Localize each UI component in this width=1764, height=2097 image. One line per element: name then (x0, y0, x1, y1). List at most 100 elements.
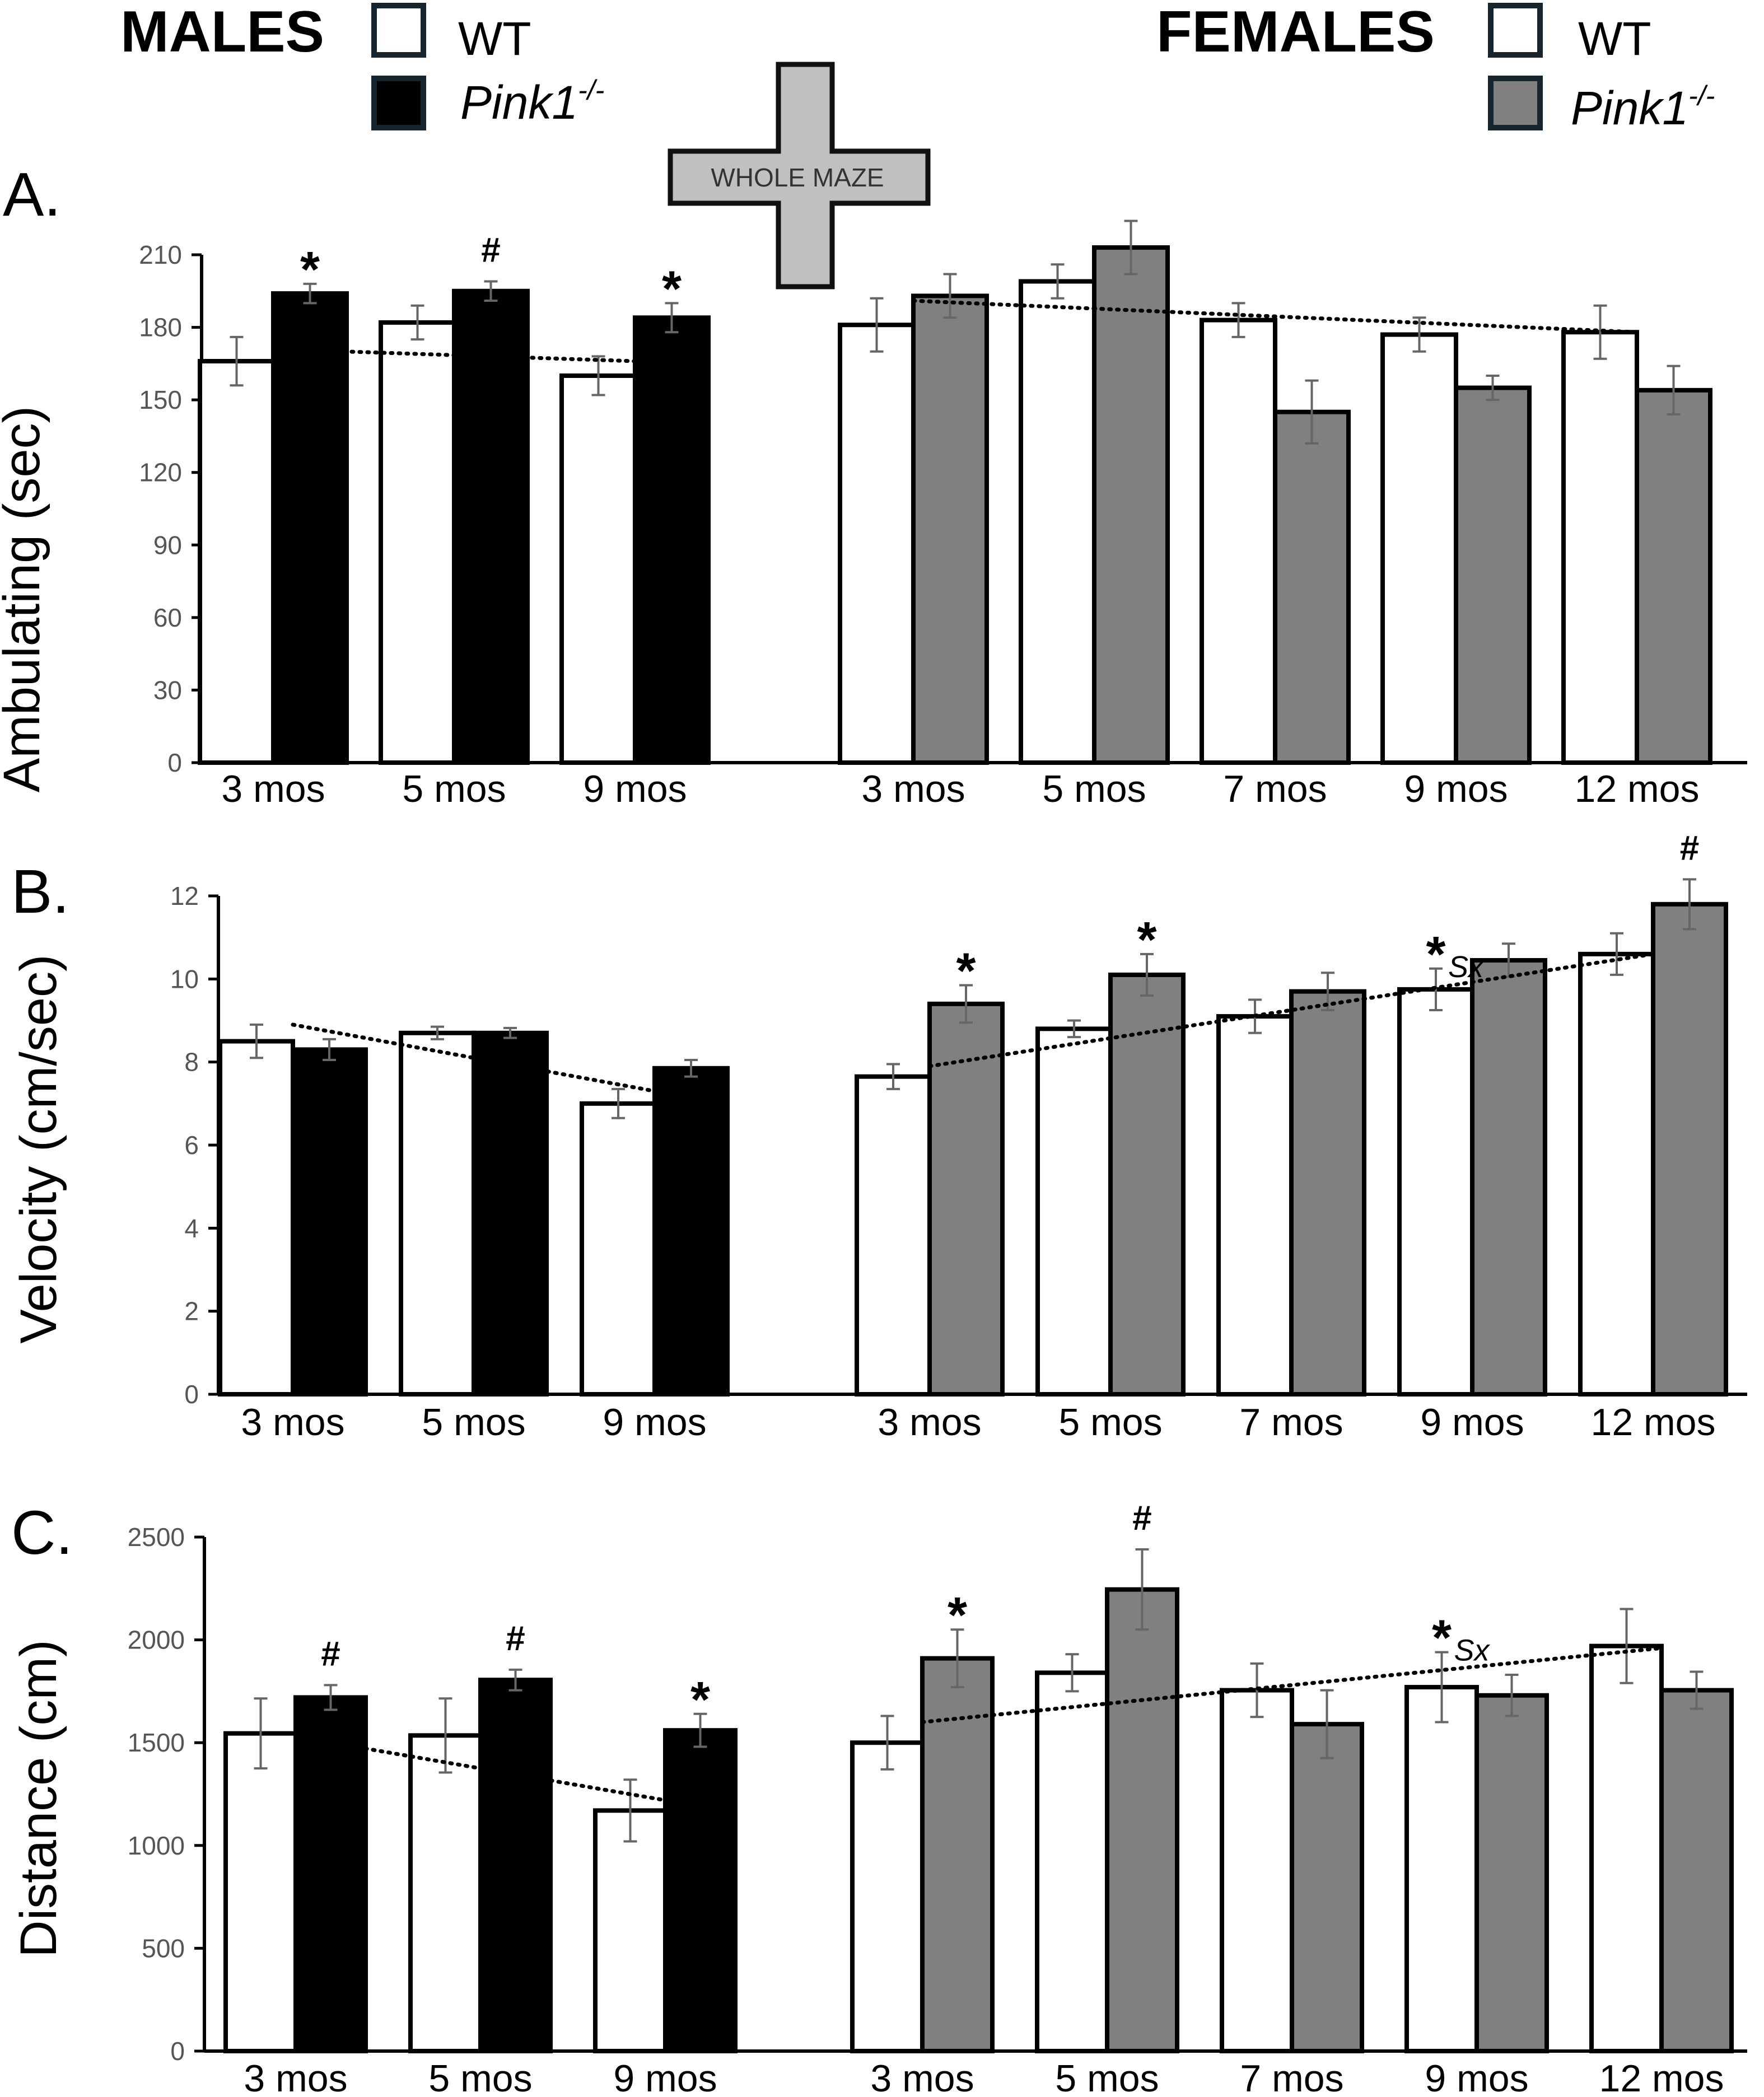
legend-males-title: MALES (120, 0, 324, 64)
females-wt-bar (1216, 1014, 1294, 1397)
males-ko-bar (663, 1728, 738, 2053)
y-tick-label: 30 (153, 675, 182, 704)
legend-female-ko-swatch (1488, 76, 1543, 130)
x-category-label: 12 mos (1591, 1401, 1716, 1444)
y-tick-label: 150 (139, 385, 182, 414)
legend-male-ko-superscript: -/- (578, 74, 604, 106)
y-tick-label: 1500 (128, 1728, 185, 1757)
y-axis-label: Ambulating (sec) (0, 406, 50, 792)
x-category-label: 9 mos (1420, 1401, 1524, 1444)
x-category-label: 5 mos (1058, 1401, 1162, 1444)
y-tick-label: 6 (184, 1131, 199, 1160)
legend-male-wt-label: WT (458, 12, 531, 65)
females-ko-bar (1635, 387, 1712, 765)
males-ko-bar (293, 1695, 368, 2053)
x-category-label: 12 mos (1599, 2057, 1724, 2097)
females-ko-bar (1108, 972, 1186, 1397)
significance-subscript: Sx (1448, 950, 1485, 984)
x-category-label: 9 mos (613, 2057, 717, 2097)
females-ko-bar (1659, 1688, 1734, 2053)
y-tick-label: 12 (170, 881, 199, 910)
x-category-label: 9 mos (583, 768, 687, 810)
males-wt-bar (593, 1808, 668, 2053)
legend-male-ko-swatch (371, 76, 426, 130)
y-tick-label: 4 (184, 1213, 199, 1243)
males-ko-bar (271, 291, 349, 765)
significance-marker: * (662, 261, 682, 317)
y-axis-label: Velocity (cm/sec) (10, 954, 67, 1343)
males-ko-bar (452, 288, 530, 765)
x-category-label: 9 mos (1425, 2057, 1528, 2097)
females-ko-bar (1470, 958, 1547, 1397)
y-tick-label: 2 (184, 1297, 199, 1326)
y-tick-label: 500 (142, 1933, 185, 1963)
males-trend-line (293, 1734, 668, 1802)
legend-female-ko-superscript: -/- (1688, 80, 1715, 111)
legend-female-wt-label: WT (1578, 12, 1651, 65)
x-category-label: 3 mos (878, 1401, 981, 1444)
males-wt-bar (198, 359, 276, 765)
females-ko-bar (920, 1656, 995, 2053)
maze-icon: WHOLE MAZE (668, 62, 931, 289)
y-tick-label: 120 (139, 458, 182, 487)
x-category-label: 9 mos (1404, 768, 1508, 810)
chart-panel-3: C. Distance (cm) 0 500 1000 1500 2000 2500 3 mos… (10, 1498, 1747, 2097)
significance-marker: * (300, 242, 320, 298)
significance-subscript: Sx (1454, 1634, 1491, 1668)
females-ko-bar (927, 1001, 1005, 1397)
females-trend-line (911, 298, 1639, 334)
significance-marker: * (1137, 912, 1156, 968)
significance-marker: * (1432, 1610, 1452, 1666)
males-wt-bar (218, 1039, 295, 1397)
significance-marker: * (1426, 927, 1445, 983)
x-category-label: 5 mos (1042, 768, 1146, 810)
significance-marker: # (506, 1619, 525, 1658)
females-wt-bar (1035, 1026, 1113, 1397)
significance-marker: # (1680, 829, 1699, 867)
females-wt-bar (1589, 1643, 1664, 2053)
x-category-label: 9 mos (603, 1401, 706, 1444)
x-category-label: 5 mos (422, 1401, 525, 1444)
x-category-label: 3 mos (244, 2057, 347, 2097)
males-wt-bar (379, 320, 456, 765)
males-ko-bar (478, 1678, 553, 2054)
legend: MALES WT Pink1-/- FEMALES WT Pink1-/- (120, 0, 1715, 134)
chart-panel-1: A. Ambulating (sec) 0 30 60 90 120 150 180 210 3 m… (0, 160, 1747, 810)
males-ko-bar (472, 1030, 549, 1397)
x-category-label: 3 mos (221, 768, 325, 810)
males-ko-bar (291, 1047, 368, 1397)
x-category-label: 7 mos (1239, 1401, 1343, 1444)
females-wt-bar (1035, 1670, 1109, 2054)
males-wt-bar (223, 1731, 298, 2053)
y-tick-label: 8 (184, 1048, 199, 1077)
legend-male-ko-label: Pink1-/- (460, 74, 604, 129)
females-ko-bar (1105, 1587, 1179, 2053)
maze-label: WHOLE MAZE (711, 163, 884, 192)
females-ko-bar (1289, 989, 1366, 1397)
legend-females-title: FEMALES (1156, 0, 1435, 64)
maze-cross-shape (668, 62, 931, 289)
females-wt-bar (1220, 1688, 1294, 2053)
females-wt-bar (1561, 330, 1639, 765)
males-wt-bar (559, 373, 637, 765)
y-tick-label: 0 (170, 2037, 185, 2066)
females-wt-bar (1578, 951, 1655, 1397)
panel-label: A. (3, 160, 61, 229)
x-category-label: 12 mos (1575, 768, 1700, 810)
males-ko-bar (652, 1066, 730, 1397)
males-wt-bar (399, 1030, 476, 1397)
legend-male-ko-name: Pink1 (460, 76, 578, 129)
significance-marker: * (690, 1672, 710, 1728)
females-ko-bar (1454, 385, 1532, 765)
females-ko-bar (1290, 1722, 1364, 2054)
females-wt-bar (838, 323, 916, 765)
females-ko-bar (1092, 245, 1170, 765)
y-tick-label: 210 (139, 240, 182, 269)
males-ko-bar (633, 315, 711, 765)
females-wt-bar (1380, 332, 1458, 765)
x-category-label: 5 mos (1055, 2057, 1159, 2097)
males-wt-bar (580, 1101, 657, 1397)
legend-female-ko-name: Pink1 (1571, 82, 1688, 134)
x-category-label: 3 mos (870, 2057, 974, 2097)
